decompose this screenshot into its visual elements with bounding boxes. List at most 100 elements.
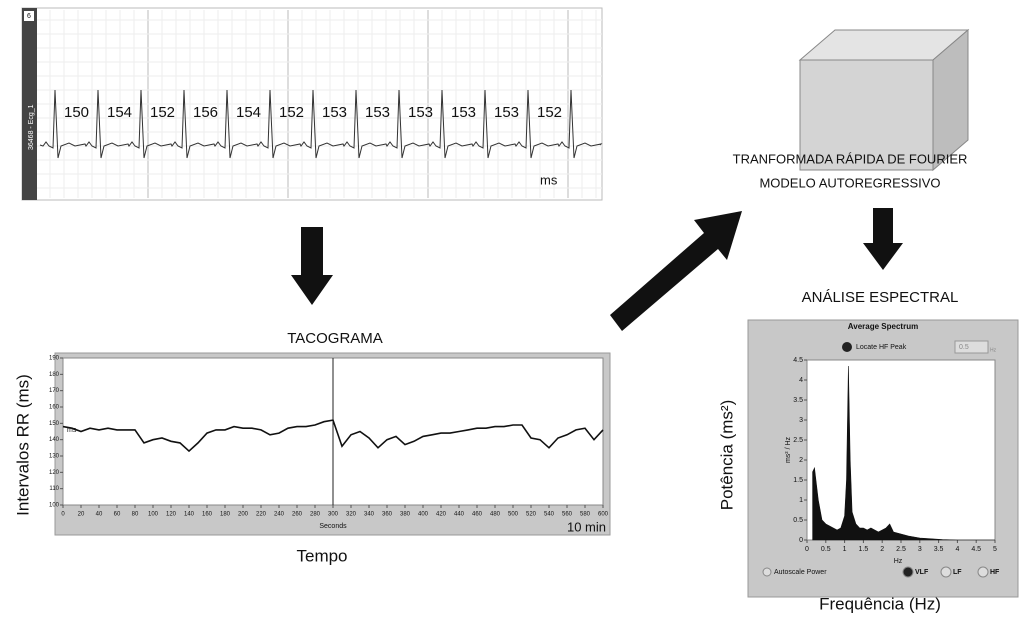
rr-interval-label: 153 xyxy=(365,104,390,121)
y-tick-label: 160 xyxy=(49,405,60,411)
band-label: LF xyxy=(953,569,962,576)
rr-interval-label: 150 xyxy=(64,104,89,121)
rr-interval-label: 152 xyxy=(279,104,304,121)
rr-interval-label: 153 xyxy=(408,104,433,121)
x-tick-label: 380 xyxy=(400,512,411,518)
ecg-wave xyxy=(39,89,603,159)
rr-interval-label: 152 xyxy=(150,104,175,121)
ecg-channel: 36468 - Ecg_1 xyxy=(28,104,35,150)
y-tick-label: 0.5 xyxy=(793,517,803,524)
x-tick-label: 440 xyxy=(454,512,465,518)
x-tick-label: 360 xyxy=(382,512,393,518)
x-tick-label: 480 xyxy=(490,512,501,518)
y-tick-label: 4 xyxy=(799,377,803,384)
x-tick-label: 60 xyxy=(114,512,121,518)
y-tick-label: 0 xyxy=(799,537,803,544)
power-spectrum xyxy=(812,365,995,541)
rr-interval-label: 153 xyxy=(322,104,347,121)
freq-input[interactable] xyxy=(954,340,989,354)
x-tick-label: 3.5 xyxy=(934,546,944,553)
x-tick-label: 500 xyxy=(508,512,519,518)
x-tick-label: 420 xyxy=(436,512,447,518)
tachogram-xlabel: Tempo xyxy=(296,546,347,565)
process-line1: TRANFORMADA RÁPIDA DE FOURIER xyxy=(733,151,968,166)
x-tick-label: 120 xyxy=(166,512,177,518)
x-tick-label: 40 xyxy=(96,512,103,518)
rr-interval-label: 153 xyxy=(494,104,519,121)
rr-interval-label: 153 xyxy=(451,104,476,121)
rr-interval-label: 152 xyxy=(537,104,562,121)
x-tick-label: 180 xyxy=(220,512,231,518)
y-tick-label: 3 xyxy=(799,417,803,424)
y-tick-label: 140 xyxy=(49,437,60,443)
autoscale-radio[interactable] xyxy=(762,567,772,577)
y-tick-label: 1.5 xyxy=(793,477,803,484)
tachogram-title: TACOGRAMA xyxy=(287,330,383,347)
band-radio[interactable] xyxy=(940,566,952,578)
spectrum-panel-title: Average Spectrum xyxy=(848,322,918,331)
x-tick-label: 3 xyxy=(918,546,922,553)
x-tick-label: 240 xyxy=(274,512,285,518)
rr-interval-label: 154 xyxy=(107,104,132,121)
spectrum-xlabel: Frequência (Hz) xyxy=(819,594,941,613)
x-tick-label: 0 xyxy=(805,546,809,553)
process-line2: MODELO AUTOREGRESSIVO xyxy=(759,175,940,190)
x-tick-label: 2 xyxy=(880,546,884,553)
x-tick-label: 1 xyxy=(843,546,847,553)
x-tick-label: 460 xyxy=(472,512,483,518)
band-label: VLF xyxy=(915,569,929,576)
x-tick-label: 340 xyxy=(364,512,375,518)
band-options: VLF LF HF xyxy=(902,566,1000,578)
x-tick-label: 560 xyxy=(562,512,573,518)
y-tick-label: 2.5 xyxy=(793,437,803,444)
y-tick-label: 150 xyxy=(49,421,60,427)
spectrum-ylabel: Potência (ms²) xyxy=(717,400,736,511)
y-tick-label: 3.5 xyxy=(793,397,803,404)
box-front xyxy=(799,59,934,171)
band-radio[interactable] xyxy=(977,566,989,578)
rr-interval-label: 154 xyxy=(236,104,261,121)
autoscale-label: Autoscale Power xyxy=(774,569,827,576)
tachogram-duration: 10 min xyxy=(567,519,606,534)
x-tick-label: 0.5 xyxy=(821,546,831,553)
x-tick-label: 400 xyxy=(418,512,429,518)
y-tick-label: 110 xyxy=(49,486,59,492)
x-tick-label: 4.5 xyxy=(971,546,981,553)
ecg-grid xyxy=(37,10,602,198)
ecg-unit: ms xyxy=(540,172,558,187)
x-tick-label: 320 xyxy=(346,512,357,518)
y-tick-label: 190 xyxy=(49,356,60,362)
x-tick-label: 4 xyxy=(955,546,959,553)
x-tick-label: 5 xyxy=(993,546,997,553)
freq-unit: Hz xyxy=(990,347,997,353)
y-tick-label: 170 xyxy=(49,388,60,394)
freq-input-value: 0.5 xyxy=(959,344,969,351)
tachogram-axis-ylabel: ms xyxy=(67,427,77,434)
x-tick-label: 20 xyxy=(78,512,85,518)
band-label: HF xyxy=(990,569,1000,576)
ecg-strip xyxy=(22,8,37,200)
x-tick-label: 1.5 xyxy=(859,546,869,553)
ecg-corner: 6 xyxy=(27,13,31,20)
spectrum-axis-xlabel: Hz xyxy=(894,558,903,565)
x-tick-label: 160 xyxy=(202,512,213,518)
tachogram-ylabel: Intervalos RR (ms) xyxy=(13,374,32,516)
band-radio[interactable] xyxy=(902,566,914,578)
x-tick-label: 260 xyxy=(292,512,303,518)
tachogram-axis-xlabel: Seconds xyxy=(319,523,347,530)
locate-button[interactable] xyxy=(842,342,852,352)
spectrum-axis-ylabel: ms² / Hz xyxy=(785,436,792,463)
x-tick-label: 220 xyxy=(256,512,267,518)
locate-label: Locate HF Peak xyxy=(856,344,907,351)
x-tick-label: 600 xyxy=(598,512,609,518)
arrow-diagonal xyxy=(610,211,742,331)
x-tick-label: 0 xyxy=(61,512,65,518)
spectrum-heading: ANÁLISE ESPECTRAL xyxy=(802,289,959,306)
y-tick-label: 120 xyxy=(49,470,60,476)
x-tick-label: 520 xyxy=(526,512,537,518)
x-tick-label: 80 xyxy=(132,512,139,518)
y-tick-label: 130 xyxy=(49,454,60,460)
rr-interval-label: 156 xyxy=(193,104,218,121)
